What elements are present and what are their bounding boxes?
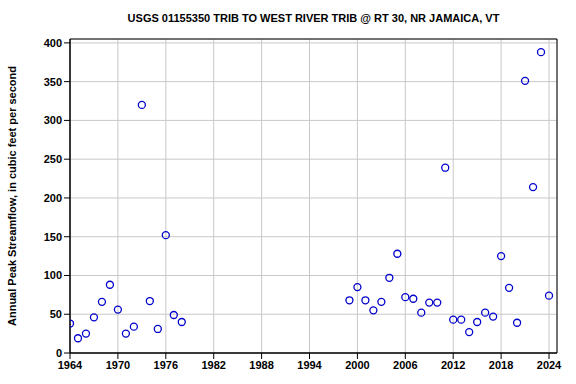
svg-text:400: 400 (44, 37, 62, 49)
svg-text:2006: 2006 (393, 359, 417, 371)
svg-text:300: 300 (44, 114, 62, 126)
svg-text:50: 50 (50, 308, 62, 320)
svg-text:2012: 2012 (441, 359, 465, 371)
svg-text:2018: 2018 (489, 359, 513, 371)
svg-text:USGS 01155350 TRIB TO WEST RIV: USGS 01155350 TRIB TO WEST RIVER TRIB @ … (128, 12, 500, 24)
svg-text:2000: 2000 (345, 359, 369, 371)
svg-text:250: 250 (44, 153, 62, 165)
svg-text:Annual Peak Streamflow, in cub: Annual Peak Streamflow, in cubic feet pe… (8, 66, 18, 326)
svg-text:200: 200 (44, 192, 62, 204)
svg-text:350: 350 (44, 76, 62, 88)
svg-text:1988: 1988 (249, 359, 273, 371)
svg-text:1970: 1970 (106, 359, 130, 371)
svg-text:1976: 1976 (154, 359, 178, 371)
svg-text:1994: 1994 (297, 359, 322, 371)
svg-text:1964: 1964 (58, 359, 83, 371)
svg-text:1982: 1982 (201, 359, 225, 371)
svg-text:0: 0 (56, 347, 62, 359)
svg-text:2024: 2024 (537, 359, 562, 371)
svg-text:150: 150 (44, 231, 62, 243)
svg-text:100: 100 (44, 269, 62, 281)
